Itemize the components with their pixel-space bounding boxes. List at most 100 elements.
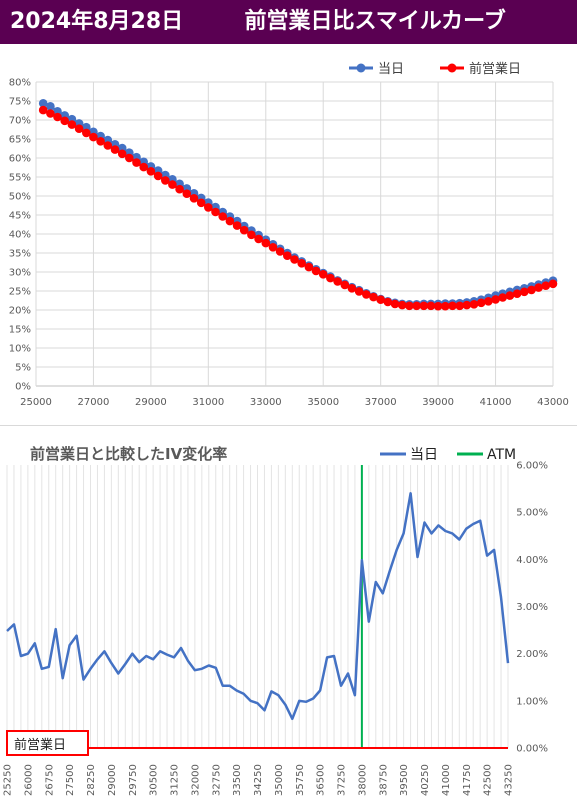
x-tick-label: 34250 [253, 764, 264, 796]
point-prev [405, 301, 414, 311]
point-prev [326, 273, 335, 283]
x-tick-label: 26750 [44, 764, 55, 796]
y-tick-label: 50% [9, 192, 31, 203]
point-prev [239, 225, 249, 235]
point-prev [333, 277, 342, 286]
point-prev [527, 285, 536, 295]
x-tick-label: 30500 [149, 764, 160, 796]
x-tick-label: 43250 [504, 764, 515, 796]
x-tick-label: 38750 [378, 764, 389, 796]
y-tick-label: 5.00% [516, 508, 548, 519]
point-prev [469, 300, 479, 309]
point-prev [448, 301, 457, 311]
baseline-label-frame [6, 730, 89, 756]
y-tick-label: 60% [9, 154, 31, 165]
smile-chart-series [38, 99, 558, 311]
smile-chart-x-axis: 25000 27000 29000 31000 33000 35000 37000 39000… [20, 397, 569, 408]
y-tick-label: 70% [9, 116, 31, 127]
x-tick-label: 35000 [307, 397, 339, 408]
legend-prev-marker [447, 63, 457, 73]
point-prev [196, 198, 206, 208]
smile-curve-chart: 0% 5% 10% 15% 20% 25% 30% 35% 40% 45% 50% 55% 60% 65%… [0, 44, 577, 424]
iv-change-chart: 0.00% 1.00% 2.00% 3.00% 4.00% 5.00% 6.00% 2525… [0, 425, 577, 802]
iv-chart-title: 前営業日と比較したIV変化率 [30, 445, 227, 463]
point-prev [304, 262, 314, 272]
x-tick-label: 37000 [365, 397, 397, 408]
point-prev [146, 167, 156, 176]
point-prev [67, 120, 77, 129]
legend2-atm-label: ATM [487, 447, 516, 463]
y-tick-label: 10% [9, 344, 31, 355]
y-tick-label: 0.00% [516, 744, 548, 755]
iv-chart-series [6, 465, 510, 749]
x-tick-label: 36500 [316, 764, 327, 796]
y-tick-label: 4.00% [516, 555, 548, 566]
x-tick-label: 37250 [337, 764, 348, 796]
point-prev [347, 284, 357, 293]
point-prev [376, 295, 386, 304]
x-tick-label: 26000 [23, 764, 34, 796]
point-prev [60, 116, 69, 126]
y-tick-label: 80% [9, 78, 31, 89]
x-tick-label: 25250 [3, 764, 14, 796]
y-tick-label: 25% [9, 287, 31, 298]
point-prev [541, 281, 551, 290]
y-tick-label: 0% [15, 382, 31, 393]
point-prev [139, 162, 148, 172]
x-tick-label: 41000 [441, 764, 452, 796]
point-prev [46, 109, 55, 118]
x-tick-label: 43000 [537, 397, 569, 408]
x-tick-label: 41000 [480, 397, 512, 408]
point-prev [498, 293, 508, 302]
iv-chart-x-axis: 25250 26000 26750 27500 28250 29000 29750 30500… [3, 764, 515, 796]
series-prev [38, 105, 558, 311]
point-prev [441, 301, 450, 311]
point-prev [397, 300, 407, 310]
y-tick-label: 65% [9, 135, 31, 146]
y-tick-label: 5% [15, 363, 31, 374]
y-tick-label: 1.00% [516, 696, 548, 707]
point-prev [204, 203, 213, 212]
point-prev [153, 171, 163, 181]
point-prev [254, 234, 263, 244]
point-prev [476, 298, 486, 308]
point-prev [362, 290, 371, 299]
point-prev [117, 149, 127, 159]
point-prev [53, 112, 62, 122]
point-prev [168, 180, 177, 189]
point-prev [369, 292, 378, 302]
point-prev [261, 238, 271, 248]
y-tick-label: 35% [9, 249, 31, 260]
point-prev [232, 221, 242, 230]
point-prev [548, 279, 558, 289]
y-tick-label: 30% [9, 268, 31, 279]
x-tick-label: 31000 [192, 397, 224, 408]
y-tick-label: 2.00% [516, 649, 548, 660]
y-tick-label: 6.00% [516, 461, 548, 472]
header-chart-name: 前営業日比スマイルカーブ [244, 9, 506, 34]
x-tick-label: 35750 [295, 764, 306, 796]
smile-chart-gridlines [35, 81, 554, 387]
x-tick-label: 32000 [190, 764, 201, 796]
x-tick-label: 27000 [78, 397, 110, 408]
point-prev [505, 291, 515, 300]
point-prev [390, 299, 400, 309]
baseline-label: 前営業日 [14, 737, 66, 753]
x-tick-label: 25000 [20, 397, 52, 408]
point-prev [132, 158, 141, 167]
point-today [38, 99, 48, 108]
iv-chart-gridlines [6, 465, 509, 748]
point-prev [462, 300, 472, 310]
point-prev [103, 141, 113, 150]
point-prev [455, 301, 465, 311]
point-prev [125, 153, 134, 163]
x-tick-label: 39500 [399, 764, 410, 796]
point-prev [268, 243, 278, 252]
point-prev [283, 251, 292, 260]
point-prev [189, 194, 199, 203]
point-prev [96, 137, 105, 146]
point-prev [182, 189, 192, 198]
x-tick-label: 41750 [462, 764, 473, 796]
point-prev [225, 216, 235, 226]
point-prev [297, 259, 307, 268]
